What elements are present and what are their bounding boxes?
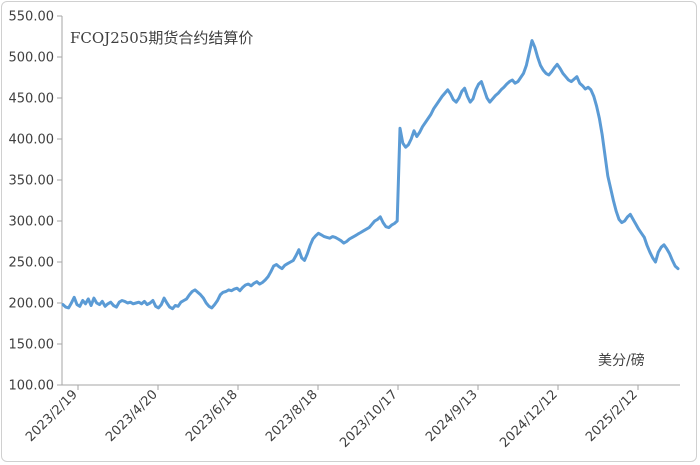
x-tick-label: 2023/2/19	[23, 387, 81, 445]
series-line-0	[61, 39, 680, 311]
y-tick-label: 150.00	[9, 338, 55, 353]
x-tick-label: 2023/8/18	[263, 387, 321, 445]
x-tick-label: 2023/10/17	[337, 387, 401, 451]
y-tick-label: 300.00	[9, 215, 55, 230]
unit-label: 美分/磅	[598, 352, 645, 369]
y-tick-label: 500.00	[9, 51, 55, 66]
y-tick-label: 350.00	[9, 174, 55, 189]
y-tick-label: 100.00	[9, 379, 55, 394]
chart-title: FCOJ2505期货合约结算价	[70, 29, 253, 47]
x-tick-label: 2024/9/13	[423, 387, 481, 445]
series-layer	[61, 39, 680, 311]
x-tick-label: 2023/6/18	[183, 387, 241, 445]
y-tick-label: 450.00	[9, 92, 55, 107]
x-tick-label: 2023/4/20	[103, 387, 161, 445]
y-axis: 100.00 150.00 200.00 250.00 300.00 350.00 400.…	[9, 10, 63, 394]
y-tick-label: 250.00	[9, 256, 55, 271]
y-tick-label: 200.00	[9, 297, 55, 312]
x-tick-label: 2025/2/12	[583, 387, 641, 445]
y-tick-label: 550.00	[9, 10, 55, 25]
x-axis: 2023/2/19 2023/4/20 2023/6/18 2023/8/18 2023…	[23, 384, 680, 451]
x-tick-label: 2024/12/12	[497, 387, 561, 451]
y-tick-label: 400.00	[9, 133, 55, 148]
